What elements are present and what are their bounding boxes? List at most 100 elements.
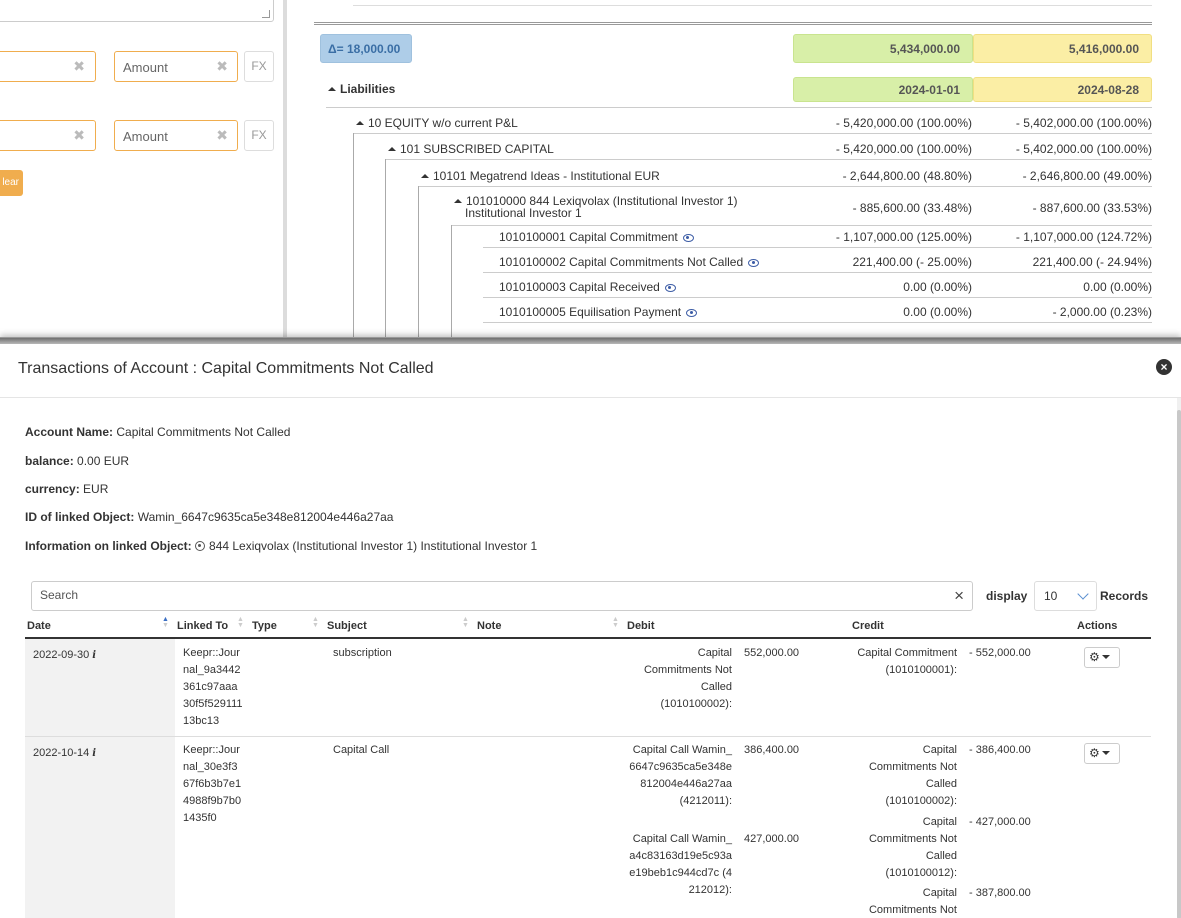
value-b: - 887,600.00 (33.53%)	[1032, 201, 1152, 215]
info-label: balance:	[25, 454, 74, 468]
clear-icon[interactable]: ✖	[216, 127, 228, 143]
search-input[interactable]: Search ×	[31, 581, 973, 611]
divider	[483, 297, 1152, 298]
sort-icon[interactable]: ▲ ▼	[162, 616, 169, 629]
eye-icon[interactable]	[664, 284, 676, 292]
divider	[326, 107, 1152, 108]
date-value: 2022-10-14	[33, 747, 90, 759]
divider	[418, 186, 1152, 187]
divider	[385, 159, 1152, 160]
eye-icon[interactable]	[686, 309, 698, 317]
account-row-1010100005[interactable]: 1010100005 Equilisation Payment	[499, 305, 698, 319]
eye-icon[interactable]	[748, 259, 760, 267]
col-header-linked-to[interactable]: Linked To	[177, 620, 229, 632]
tree-row-10[interactable]: 10 EQUITY w/o current P&L	[356, 116, 518, 130]
value-b: - 2,000.00 (0.23%)	[1052, 305, 1152, 319]
row-actions-button[interactable]: ⚙	[1084, 647, 1120, 668]
value-a: - 1,107,000.00 (125.00%)	[835, 230, 972, 244]
row-actions-button[interactable]: ⚙	[1084, 743, 1120, 764]
target-icon[interactable]	[195, 541, 206, 551]
divider	[483, 322, 1152, 323]
info-icon[interactable]: i	[92, 748, 97, 759]
section-label: Liabilities	[340, 82, 396, 96]
info-icon[interactable]: i	[92, 650, 97, 661]
clear-button[interactable]: lear	[0, 170, 23, 196]
filter-input-2[interactable]: ✖	[0, 120, 96, 151]
records-label: Records	[1100, 589, 1149, 603]
panel-drag-bar[interactable]	[0, 338, 1181, 344]
notes-textarea[interactable]	[0, 0, 274, 22]
caret-down-icon	[1101, 751, 1110, 755]
caret-up-icon	[356, 121, 364, 125]
value-b: - 5,402,000.00 (100.00%)	[1015, 142, 1152, 156]
tree-row-10101[interactable]: 10101 Megatrend Ideas - Institutional EU…	[421, 169, 660, 183]
amount-placeholder: Amount	[123, 129, 168, 144]
resize-grip-icon[interactable]	[262, 10, 270, 18]
row-label: 1010100005 Equilisation Payment	[499, 305, 682, 319]
credit-amount: - 552,000.00	[969, 647, 1031, 659]
credit-account: Capital Commitments Not	[868, 887, 957, 916]
account-row-1010100002[interactable]: 1010100002 Capital Commitments Not Calle…	[499, 255, 760, 269]
amount-input-2[interactable]: Amount ✖	[114, 120, 238, 151]
value-b: 0.00 (0.00%)	[1083, 280, 1152, 294]
row-label-line2: Institutional Investor 1	[465, 206, 582, 220]
date-value: 2022-09-30	[33, 649, 90, 661]
sort-icon[interactable]: ▲ ▼	[462, 616, 469, 629]
caret-down-icon	[1101, 655, 1110, 659]
subject-cell: subscription	[333, 647, 392, 659]
filter-input-1[interactable]: ✖	[0, 51, 96, 82]
row-label: 1010100002 Capital Commitments Not Calle…	[499, 255, 744, 269]
credit-account: Capital Commitments Not Called (10101000…	[868, 744, 957, 807]
col-header-note[interactable]: Note	[477, 620, 502, 632]
panel-title: Transactions of Account : Capital Commit…	[18, 360, 434, 377]
amount-placeholder: Amount	[123, 60, 168, 75]
account-row-1010100003[interactable]: 1010100003 Capital Received	[499, 280, 676, 294]
linked-to-cell[interactable]: Keepr::Journal_30e3f367f6b3b7e14988f9b7b…	[183, 744, 242, 824]
clear-icon[interactable]: ✖	[73, 58, 85, 74]
sort-icon[interactable]: ▲ ▼	[312, 616, 319, 629]
value-b: - 1,107,000.00 (124.72%)	[1015, 230, 1152, 244]
divider	[314, 22, 1152, 25]
info-label: ID of linked Object:	[25, 510, 135, 524]
col-header-debit: Debit	[627, 620, 655, 632]
info-value: EUR	[83, 482, 109, 496]
clear-search-icon[interactable]: ×	[954, 586, 964, 605]
divider	[353, 133, 1152, 134]
date-text: 2022-10-14 i	[33, 747, 97, 759]
currency-info: currency: EUR	[25, 482, 108, 496]
scrollbar[interactable]	[1177, 398, 1181, 918]
col-header-date[interactable]: Date	[27, 620, 51, 632]
info-label: currency:	[25, 482, 80, 496]
clear-icon[interactable]: ✖	[216, 58, 228, 74]
info-label: Information on linked Object:	[25, 539, 192, 553]
fx-button-1[interactable]: FX	[244, 51, 274, 82]
row-label: 1010100003 Capital Received	[499, 280, 660, 294]
balance-info: balance: 0.00 EUR	[25, 454, 129, 468]
tree-row-101010000[interactable]: 101010000 844 Lexiqvolax (Institutional …	[454, 195, 738, 219]
eye-icon[interactable]	[682, 234, 694, 242]
info-label: Account Name:	[25, 425, 114, 439]
section-liabilities[interactable]: Liabilities	[328, 82, 395, 96]
info-value: Capital Commitments Not Called	[116, 425, 291, 439]
tree-row-101[interactable]: 101 SUBSCRIBED CAPITAL	[388, 142, 554, 156]
close-icon[interactable]: ×	[1156, 359, 1172, 375]
row-label: 1010100001 Capital Commitment	[499, 230, 678, 244]
account-row-1010100001[interactable]: 1010100001 Capital Commitment	[499, 230, 694, 244]
debit-account: Capital Call Wamin_6647c9635ca5e348e8120…	[629, 744, 732, 807]
total-b: 5,416,000.00	[973, 34, 1152, 63]
date-a: 2024-01-01	[793, 77, 973, 102]
sort-icon[interactable]: ▲ ▼	[612, 616, 619, 629]
caret-up-icon	[454, 199, 462, 203]
caret-up-icon	[328, 87, 336, 91]
debit-amount: 386,400.00	[744, 744, 800, 756]
amount-input-1[interactable]: Amount ✖	[114, 51, 238, 82]
clear-icon[interactable]: ✖	[73, 127, 85, 143]
col-header-type[interactable]: Type	[252, 620, 277, 632]
sort-icon[interactable]: ▲ ▼	[237, 616, 244, 629]
records-per-page-select[interactable]: 10	[1034, 581, 1097, 611]
chevron-down-icon	[1077, 588, 1089, 600]
info-value[interactable]: 844 Lexiqvolax (Institutional Investor 1…	[209, 539, 538, 553]
fx-button-2[interactable]: FX	[244, 120, 274, 151]
col-header-subject[interactable]: Subject	[327, 620, 367, 632]
linked-to-cell[interactable]: Keepr::Journal_9a3442361c97aaa30f5f52911…	[183, 647, 243, 727]
